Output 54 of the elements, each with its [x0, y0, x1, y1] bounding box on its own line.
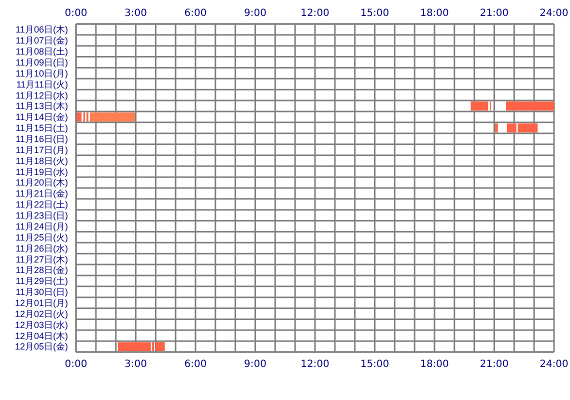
- y-tick-label: 11月20日(木): [16, 178, 68, 188]
- x2-tick-label: 9:00: [244, 359, 266, 370]
- bar: [470, 102, 488, 111]
- y-tick-label: 11月09日(日): [16, 57, 68, 68]
- x-tick-label: 12:00: [300, 8, 330, 19]
- y-tick-label: 11月10日(月): [16, 68, 68, 78]
- x-tick-label: 24:00: [540, 8, 568, 19]
- y-tick-label: 11月22日(土): [16, 200, 68, 210]
- y-tick-label: 11月28日(金): [16, 265, 68, 276]
- y-tick-label: 12月01日(月): [14, 298, 68, 308]
- x-tick-label: 0:00: [64, 8, 88, 19]
- y-tick-label: 11月13日(木): [16, 101, 68, 112]
- y-tick-label: 11月25日(火): [16, 232, 68, 242]
- y-tick-label: 12月03日(水): [14, 320, 68, 330]
- x-tick-label: 21:00: [480, 8, 509, 19]
- y-tick-label: 11月23日(日): [16, 210, 68, 221]
- x2-tick-label: 15:00: [360, 359, 390, 370]
- x2-tick-label: 6:00: [184, 359, 207, 370]
- x-tick-label: 3:00: [124, 8, 147, 19]
- y-tick-label: 11月06日(木): [16, 24, 68, 35]
- y-tick-label: 11月15日(土): [16, 123, 68, 134]
- bar: [495, 123, 498, 132]
- bar: [156, 342, 165, 352]
- y-tick-label: 11月08日(土): [16, 46, 68, 57]
- y-tick-label: 11月11日(火): [16, 79, 68, 90]
- x2-tick-label: 18:00: [420, 359, 449, 370]
- x2-tick-label: 12:00: [300, 359, 330, 370]
- bar: [506, 102, 554, 111]
- bar: [118, 342, 151, 352]
- y-tick-label: 11月29日(土): [16, 276, 68, 286]
- bar: [90, 112, 135, 122]
- y-tick-label: 11月16日(日): [16, 134, 68, 144]
- x-tick-label: 9:00: [244, 8, 266, 19]
- x-tick-label: 6:00: [184, 8, 207, 19]
- y-tick-label: 11月26日(水): [16, 243, 68, 254]
- y-tick-label: 11月30日(日): [16, 287, 68, 298]
- y-tick-label: 11月12日(水): [16, 90, 68, 100]
- y-tick-label: 11月27日(木): [16, 254, 68, 264]
- y-tick-label: 11月21日(金): [16, 188, 68, 199]
- y-tick-label: 11月24日(月): [16, 221, 68, 232]
- x-tick-label: 15:00: [360, 8, 390, 19]
- x2-tick-label: 24:00: [540, 359, 568, 370]
- y-tick-label: 12月02日(火): [14, 308, 68, 319]
- x2-tick-label: 3:00: [124, 359, 147, 370]
- y-tick-label: 11月14日(金): [16, 112, 68, 122]
- y-tick-label: 11月17日(月): [16, 144, 68, 155]
- y-tick-label: 11月07日(金): [16, 36, 68, 46]
- y-tick-label: 12月05日(金): [14, 342, 68, 352]
- x2-tick-label: 0:00: [64, 359, 88, 370]
- y-tick-label: 11月19日(水): [16, 166, 68, 177]
- x-tick-label: 18:00: [420, 8, 449, 19]
- y-tick-label: 11月18日(火): [16, 156, 68, 166]
- y-tick-label: 12月04日(木): [14, 330, 68, 341]
- x2-tick-label: 21:00: [480, 359, 509, 370]
